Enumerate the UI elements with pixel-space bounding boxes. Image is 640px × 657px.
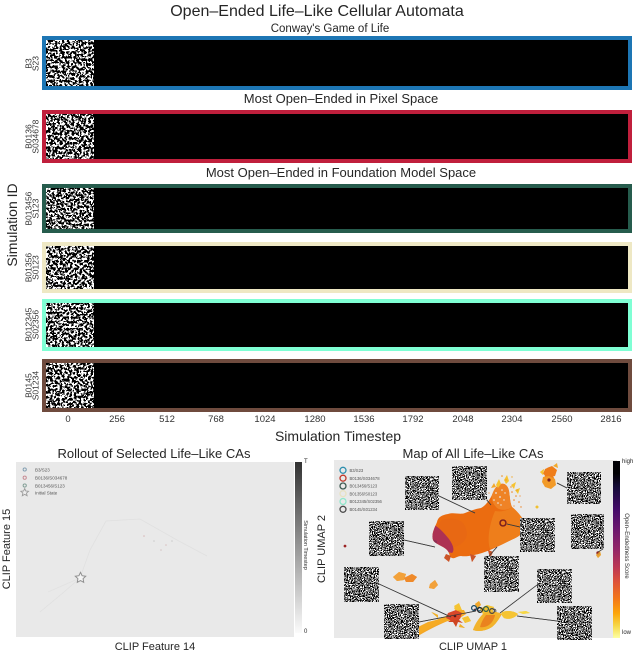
svg-text:B3/S23: B3/S23	[35, 467, 50, 472]
svg-text:Initial State: Initial State	[35, 490, 58, 495]
svg-text:B3/S23: B3/S23	[350, 468, 364, 473]
svg-text:B0136/S034678: B0136/S034678	[350, 476, 381, 481]
svg-text:B0145/S01234: B0145/S01234	[350, 507, 378, 512]
svg-text:B013456/S123: B013456/S123	[35, 483, 65, 488]
svg-text:B013456/S123: B013456/S123	[350, 484, 378, 489]
svg-text:B012345/S02356: B012345/S02356	[350, 499, 383, 504]
svg-text:B01356/S0123: B01356/S0123	[350, 491, 378, 496]
svg-text:B0136/S034678: B0136/S034678	[35, 476, 68, 481]
